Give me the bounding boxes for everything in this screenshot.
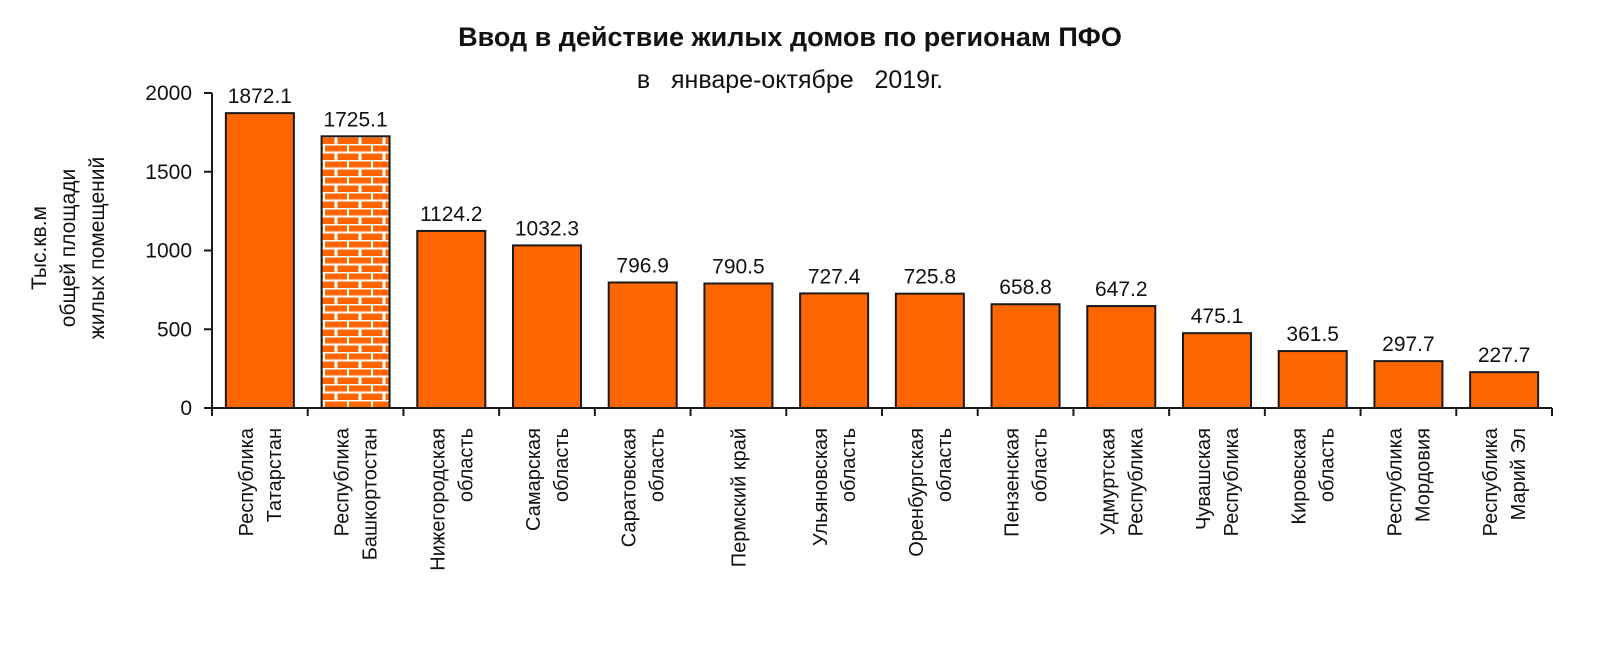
data-label: 790.5 (712, 255, 765, 278)
y-axis-label-line: Тыс.кв.м (28, 206, 51, 290)
y-axis-label-line: общей площади (57, 169, 80, 327)
category-label-line: область (551, 428, 573, 502)
data-label: 297.7 (1382, 333, 1435, 356)
category-label-line: Чувашская (1193, 428, 1215, 530)
category-label-line: Оренбургская (906, 428, 928, 557)
category-label-line: Татарстан (264, 428, 286, 522)
bar (703, 282, 774, 409)
bar (512, 244, 582, 409)
category-label-line: область (934, 428, 956, 502)
category-label-line: Республика (332, 427, 354, 536)
x-axis (211, 407, 1553, 416)
data-label: 361.5 (1286, 323, 1339, 346)
category-label-line: Ульяновская (810, 428, 832, 546)
category-label-line: Республика (1221, 427, 1243, 536)
data-label: 1032.3 (515, 217, 579, 240)
category-label: Ульяновская область (810, 428, 860, 546)
category-label: Республика Мордовия (1384, 427, 1434, 536)
data-label: 727.4 (808, 265, 861, 288)
bar (607, 281, 678, 409)
category-label: Пермский край (728, 428, 750, 567)
bar (894, 292, 965, 409)
data-label: 725.8 (904, 266, 957, 289)
data-label: 1872.1 (228, 85, 292, 108)
category-label: Саратовская область (619, 428, 669, 547)
bar (320, 135, 391, 409)
bar (1277, 350, 1348, 409)
category-label-line: область (455, 428, 477, 502)
category-label-line: Республика (1480, 427, 1502, 536)
data-label: 475.1 (1191, 305, 1244, 328)
category-label-line: Пермский край (728, 428, 750, 567)
y-tick-label: 0 (180, 397, 192, 420)
bar (1469, 371, 1540, 409)
category-label-line: Мордовия (1412, 428, 1434, 522)
category-label-line: Кировская (1289, 428, 1311, 525)
category-label: Самарская область (523, 428, 573, 531)
bar (1086, 305, 1157, 410)
category-label-line: Саратовская (619, 428, 641, 547)
bar (990, 303, 1061, 410)
y-tick-label: 500 (157, 318, 192, 341)
category-label: Республика Марий Эл (1480, 427, 1530, 536)
category-label: Удмуртская Республика (1097, 427, 1147, 536)
category-label: Республика Татарстан (236, 427, 286, 536)
bars (224, 112, 1540, 410)
category-label-line: Нижегородская (427, 428, 449, 571)
bar (416, 229, 487, 409)
category-label-line: Удмуртская (1097, 428, 1119, 535)
chart-subtitle: в январе-октябре 2019г. (637, 66, 943, 94)
category-label: Оренбургская область (906, 428, 956, 557)
category-label-line: Самарская (523, 428, 545, 531)
bar (1182, 332, 1252, 409)
y-tick-label: 1500 (145, 161, 192, 184)
bar (799, 292, 870, 410)
data-label: 1124.2 (420, 203, 483, 226)
y-tick-label: 2000 (145, 82, 192, 105)
category-label: Чувашская Республика (1193, 427, 1243, 536)
category-label-line: область (838, 428, 860, 502)
data-label: 647.2 (1095, 278, 1148, 301)
y-axis-label-line: жилых помещений (86, 157, 109, 339)
y-axis-label: Тыс.кв.м общей площади жилых помещений (28, 157, 109, 339)
category-label-line: область (647, 428, 669, 502)
category-label-line: Республика (1384, 427, 1406, 536)
category-label: Кировская область (1289, 428, 1339, 525)
bar (224, 112, 295, 409)
category-label-line: Башкортостан (360, 428, 382, 560)
category-label: Республика Башкортостан (332, 427, 382, 560)
y-tick-label: 1000 (145, 240, 192, 263)
data-label: 796.9 (616, 254, 669, 277)
value-labels: 1872.1 1725.1 1124.2 1032.3 796.9 790.5 727.4 7… (228, 85, 1531, 367)
category-label-line: Пензенская (1002, 428, 1024, 537)
chart-title: Ввод в действие жилых домов по регионам … (458, 22, 1122, 52)
category-labels: Республика Татарстан Республика Башкортоста… (236, 427, 1530, 571)
data-label: 1725.1 (323, 108, 387, 131)
bar (1373, 360, 1444, 409)
y-axis: 0 500 1000 1500 2000 (145, 82, 213, 420)
category-label-line: Марий Эл (1508, 428, 1530, 520)
category-label-line: Республика (236, 427, 258, 536)
category-label-line: область (1030, 428, 1052, 502)
data-label: 658.8 (999, 276, 1052, 299)
category-label-line: Республика (1125, 427, 1147, 536)
category-label-line: область (1317, 428, 1339, 502)
category-label: Нижегородская область (427, 428, 477, 571)
category-label: Пензенская область (1002, 428, 1052, 537)
data-label: 227.7 (1478, 344, 1531, 367)
